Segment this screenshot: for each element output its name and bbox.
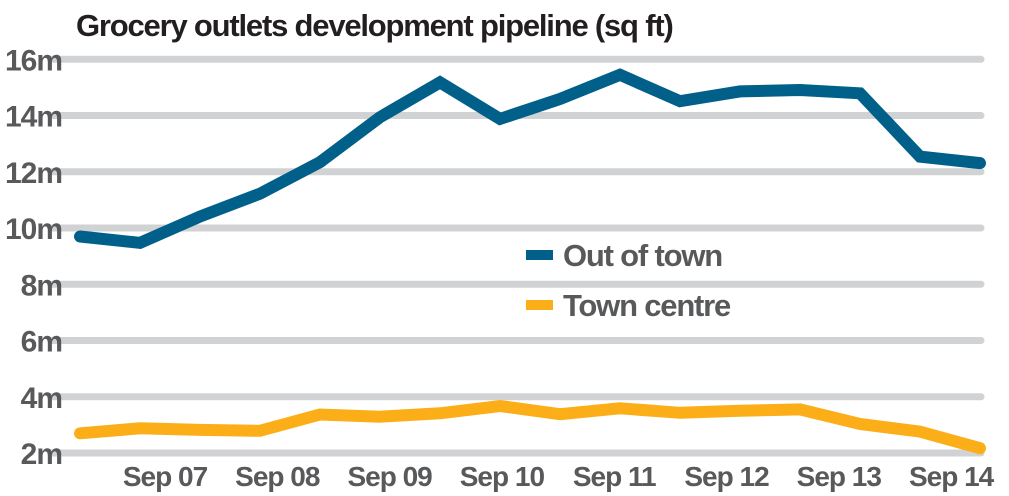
y-tick-label: 12m (5, 157, 62, 190)
x-tick-label: Sep 07 (123, 461, 208, 492)
x-tick-label: Sep 08 (235, 461, 320, 492)
legend-swatch (526, 250, 553, 260)
y-tick-label: 8m (21, 269, 62, 302)
x-tick-label: Sep 14 (909, 461, 995, 492)
x-tick-label: Sep 09 (347, 461, 432, 492)
y-tick-label: 6m (21, 326, 62, 359)
y-tick-label: 2m (21, 438, 62, 471)
legend-label: Town centre (563, 288, 731, 323)
y-tick-label: 10m (5, 213, 62, 246)
x-tick-label: Sep 12 (684, 461, 769, 492)
chart-title: Grocery outlets development pipeline (sq… (76, 8, 674, 43)
series-line-out-of-town (74, 68, 986, 250)
series-line-town-centre (74, 399, 986, 455)
y-tick-label: 14m (5, 101, 62, 134)
y-tick-label: 16m (5, 44, 62, 77)
x-tick-label: Sep 13 (797, 461, 882, 492)
legend-swatch (526, 300, 553, 310)
x-tick-label: Sep 10 (460, 461, 545, 492)
x-tick-label: Sep 11 (573, 461, 656, 492)
y-tick-label: 4m (21, 382, 62, 415)
legend-label: Out of town (563, 238, 722, 273)
